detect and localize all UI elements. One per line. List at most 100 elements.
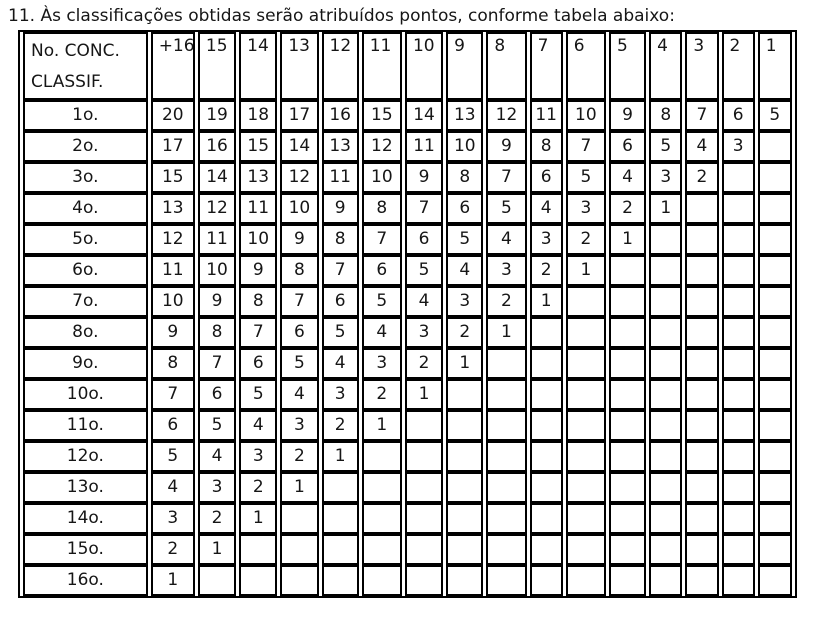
points-cell: 5 <box>239 379 278 410</box>
points-cell <box>486 348 527 379</box>
points-cell: 7 <box>565 131 606 162</box>
points-cell <box>486 410 527 441</box>
points-cell <box>529 317 563 348</box>
points-table: No. CONC. CLASSIF. +16 15 14 13 12 11 10 9 8 7 6 5 4… <box>18 30 797 598</box>
points-cell <box>757 317 792 348</box>
points-cell: 8 <box>150 348 195 379</box>
row-label: 15o. <box>23 534 148 565</box>
points-cell <box>649 224 683 255</box>
points-cell <box>565 472 606 503</box>
points-cell: 14 <box>280 131 319 162</box>
points-cell <box>446 565 484 596</box>
points-cell: 6 <box>321 286 359 317</box>
points-cell: 2 <box>486 286 527 317</box>
points-cell: 13 <box>150 193 195 224</box>
points-cell <box>721 534 755 565</box>
points-cell: 1 <box>446 348 484 379</box>
row-label: 14o. <box>23 503 148 534</box>
points-cell: 8 <box>280 255 319 286</box>
points-cell: 1 <box>150 565 195 596</box>
points-cell <box>757 472 792 503</box>
points-cell: 4 <box>361 317 402 348</box>
points-cell: 8 <box>529 131 563 162</box>
points-cell <box>721 348 755 379</box>
points-cell: 10 <box>446 131 484 162</box>
points-cell: 8 <box>446 162 484 193</box>
points-cell <box>361 441 402 472</box>
points-cell: 4 <box>529 193 563 224</box>
points-cell: 13 <box>239 162 278 193</box>
points-cell: 1 <box>608 224 647 255</box>
points-cell: 9 <box>150 317 195 348</box>
points-cell: 7 <box>361 224 402 255</box>
points-cell <box>685 379 719 410</box>
points-cell: 9 <box>321 193 359 224</box>
points-cell: 2 <box>197 503 237 534</box>
points-cell <box>757 131 792 162</box>
points-cell <box>721 503 755 534</box>
points-cell: 9 <box>486 131 527 162</box>
points-cell <box>608 286 647 317</box>
points-cell <box>685 317 719 348</box>
page-title: 11. Às classificações obtidas serão atri… <box>8 6 675 26</box>
points-cell <box>757 565 792 596</box>
row-label: 11o. <box>23 410 148 441</box>
points-cell <box>321 503 359 534</box>
points-cell <box>361 503 402 534</box>
points-cell <box>685 503 719 534</box>
points-cell: 6 <box>197 379 237 410</box>
points-cell: 10 <box>361 162 402 193</box>
points-cell <box>608 472 647 503</box>
points-cell: 1 <box>486 317 527 348</box>
row-label: 4o. <box>23 193 148 224</box>
points-cell: 6 <box>446 193 484 224</box>
points-cell <box>721 410 755 441</box>
header-col: 11 <box>361 32 402 100</box>
points-cell: 5 <box>361 286 402 317</box>
points-cell: 7 <box>321 255 359 286</box>
points-cell <box>486 441 527 472</box>
row-label: 1o. <box>23 100 148 131</box>
points-cell <box>608 410 647 441</box>
points-cell <box>608 503 647 534</box>
points-cell: 1 <box>321 441 359 472</box>
points-cell: 9 <box>197 286 237 317</box>
points-cell <box>757 441 792 472</box>
points-cell <box>361 472 402 503</box>
points-cell <box>280 565 319 596</box>
points-cell: 8 <box>361 193 402 224</box>
points-cell <box>685 286 719 317</box>
row-label: 5o. <box>23 224 148 255</box>
points-cell: 4 <box>239 410 278 441</box>
points-cell <box>649 410 683 441</box>
points-cell: 14 <box>197 162 237 193</box>
points-cell: 4 <box>685 131 719 162</box>
points-cell <box>649 441 683 472</box>
points-cell: 7 <box>280 286 319 317</box>
points-cell: 3 <box>486 255 527 286</box>
points-cell: 13 <box>321 131 359 162</box>
header-col: 15 <box>197 32 237 100</box>
points-cell <box>321 565 359 596</box>
points-cell <box>446 503 484 534</box>
points-cell <box>721 162 755 193</box>
points-cell: 3 <box>446 286 484 317</box>
points-cell: 15 <box>150 162 195 193</box>
points-cell <box>757 162 792 193</box>
points-cell: 9 <box>239 255 278 286</box>
points-cell: 7 <box>404 193 444 224</box>
points-cell: 10 <box>239 224 278 255</box>
header-col: 5 <box>608 32 647 100</box>
points-cell: 3 <box>321 379 359 410</box>
header-col: 2 <box>721 32 755 100</box>
points-cell: 6 <box>721 100 755 131</box>
points-cell: 11 <box>150 255 195 286</box>
points-cell <box>565 503 606 534</box>
points-cell: 1 <box>197 534 237 565</box>
row-label: 3o. <box>23 162 148 193</box>
table-row: 1o. 20 19 18 17 16 15 14 13 12 11 10 9 8 7 6 5 <box>23 100 792 131</box>
points-cell: 7 <box>150 379 195 410</box>
points-cell: 1 <box>649 193 683 224</box>
points-cell: 7 <box>685 100 719 131</box>
points-cell <box>529 441 563 472</box>
